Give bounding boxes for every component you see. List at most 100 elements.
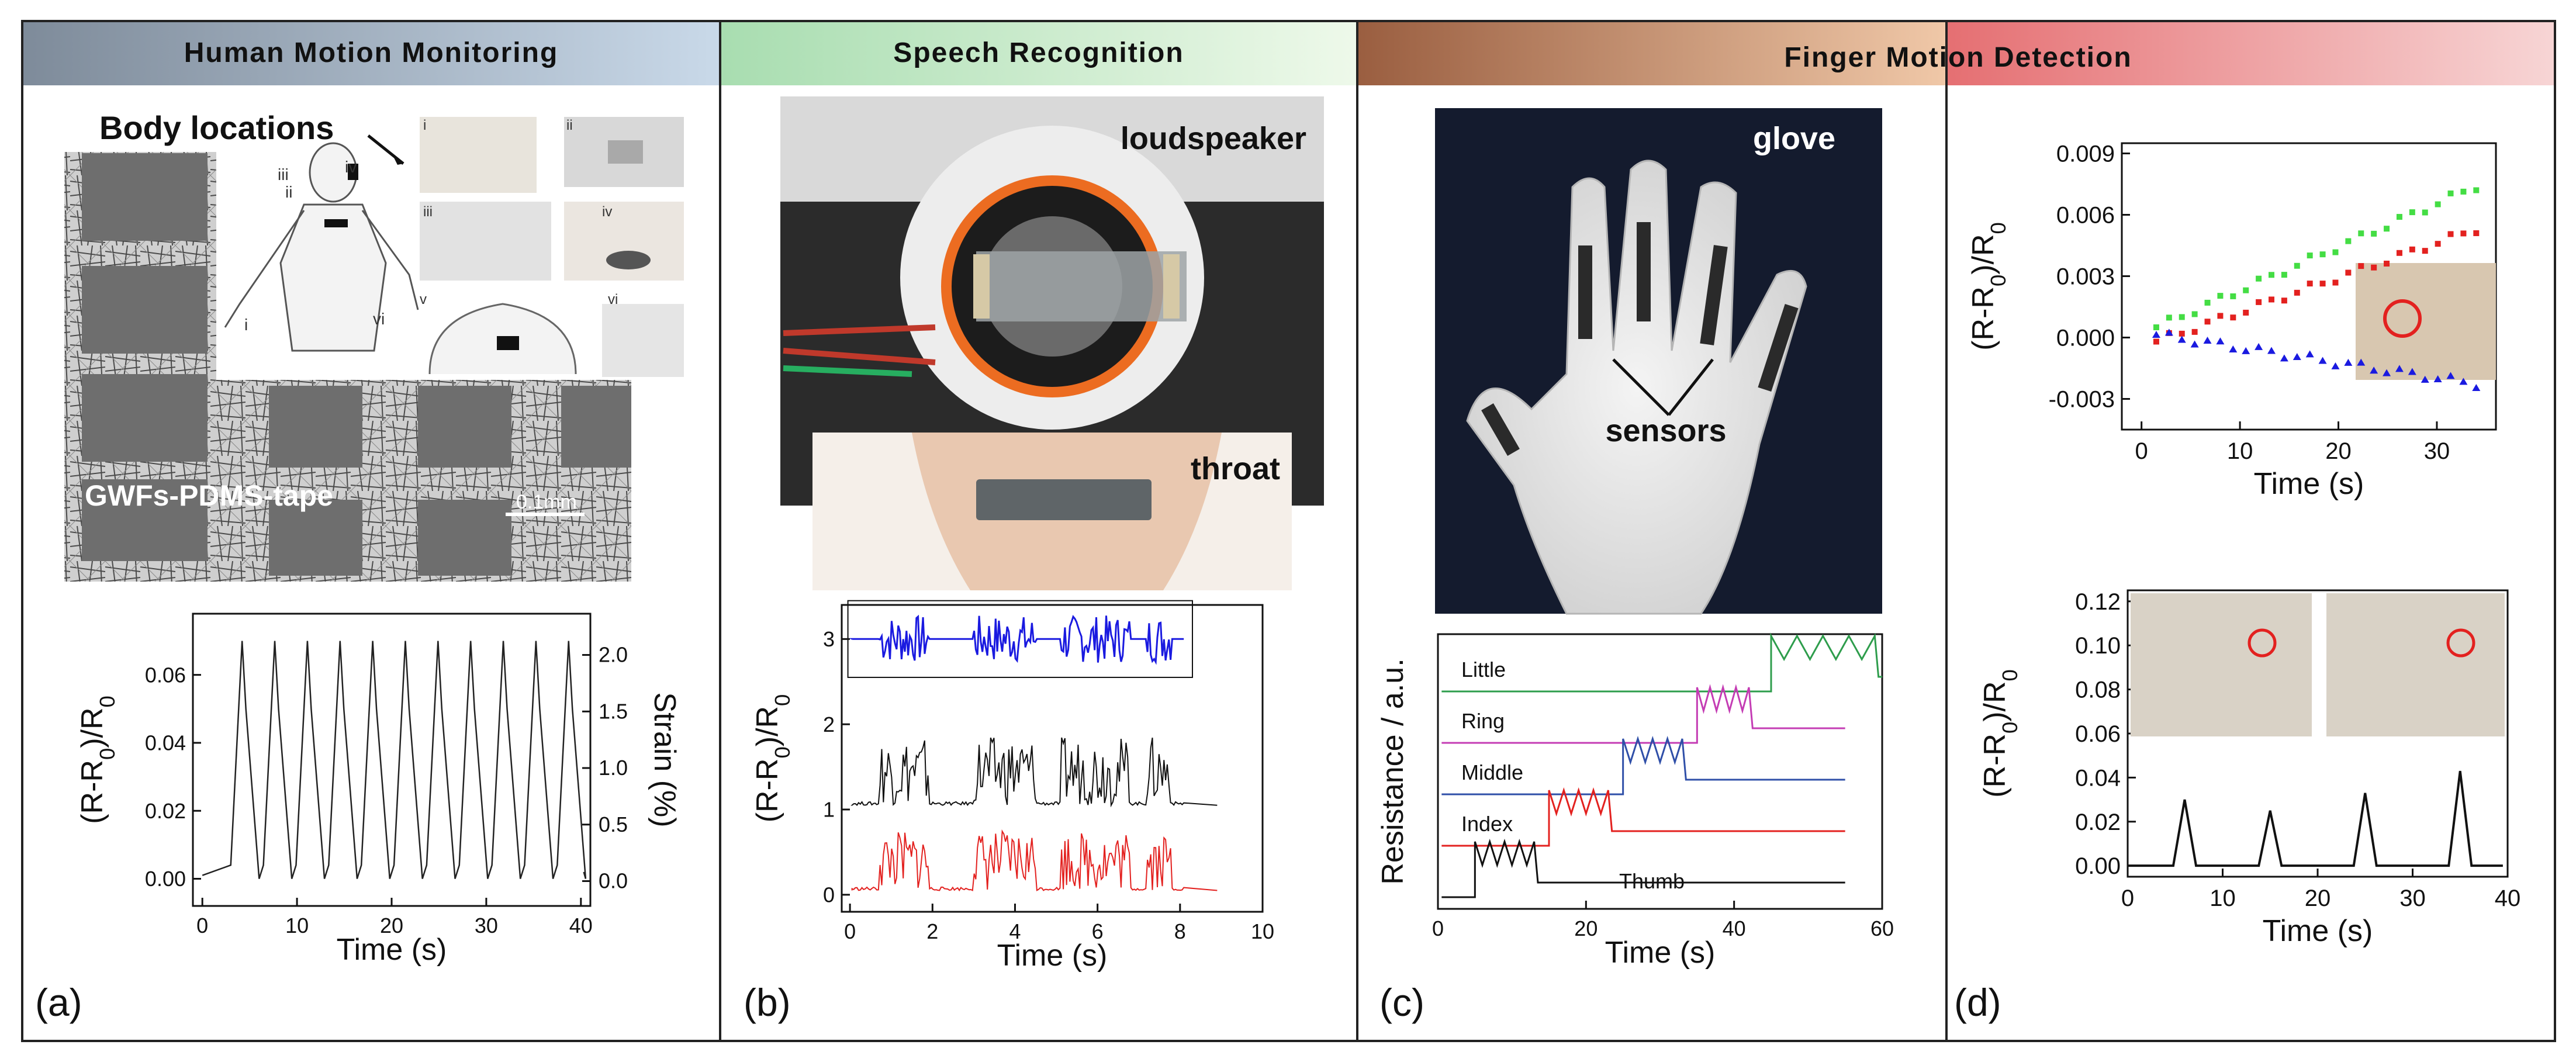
y-tick-label: 0.00 xyxy=(2075,853,2121,879)
data-point xyxy=(2230,293,2236,299)
series-label: Index xyxy=(1461,812,1513,836)
roman-label: vi xyxy=(373,310,385,328)
data-point xyxy=(2191,311,2198,317)
y-axis-label: Resistance / a.u. xyxy=(1376,658,1410,884)
plot-frame xyxy=(1437,633,1883,910)
photo-label-glove: glove xyxy=(1753,121,1835,156)
data-point xyxy=(2267,347,2276,354)
data-point xyxy=(2269,272,2274,278)
data-point xyxy=(2269,296,2274,303)
data-point xyxy=(2332,279,2339,286)
header-bar-a xyxy=(22,21,720,85)
mannequin-figure xyxy=(224,142,419,352)
roman-label: iii xyxy=(423,204,433,220)
data-point xyxy=(2460,230,2467,237)
data-point xyxy=(2422,209,2428,216)
loudspeaker-photo: loudspeaker xyxy=(780,96,1324,506)
plot-frame xyxy=(192,613,592,907)
chart-c: 0 20 40 60 Time (s) Resistance / a.u. Little Ri… xyxy=(1376,632,1894,970)
roman-label: iii xyxy=(278,165,289,184)
header-bar-b xyxy=(720,21,1357,85)
data-point xyxy=(2203,336,2212,344)
y-axis-label: (R-R0)/R0 xyxy=(75,696,119,824)
x-tick-label: 0 xyxy=(844,919,856,943)
photo-label-throat: throat xyxy=(1191,451,1280,486)
thumb-photo-vi xyxy=(602,304,684,377)
x-tick-label: 30 xyxy=(2424,438,2450,464)
photo-label-sensors: sensors xyxy=(1605,413,1726,448)
scale-bar-label: 0.1mm xyxy=(516,491,577,513)
series-label: Little xyxy=(1461,658,1506,682)
panel-letter-c: (c) xyxy=(1379,981,1424,1024)
data-point xyxy=(2305,350,2314,358)
y-axis-label: (R-R0)/R0 xyxy=(1978,669,2022,798)
data-point xyxy=(2460,188,2467,195)
highlight-circle-icon xyxy=(2247,628,2277,658)
data-point xyxy=(2294,289,2300,296)
data-point xyxy=(2255,343,2263,350)
data-point xyxy=(2473,187,2480,193)
photo-label-loudspeaker: loudspeaker xyxy=(1121,121,1306,156)
data-point xyxy=(2204,299,2211,306)
panel-letter-a: (a) xyxy=(35,981,82,1024)
data-point xyxy=(2409,246,2415,252)
data-point xyxy=(2307,281,2313,287)
x-tick-label: 40 xyxy=(2495,885,2521,911)
x-tick-label: 40 xyxy=(569,914,593,938)
y2-axis-label: Strain (%) xyxy=(648,692,682,827)
data-point xyxy=(2294,262,2300,269)
thumb-photo-iii xyxy=(420,202,551,281)
x-tick-label: 0 xyxy=(196,914,208,938)
data-point xyxy=(2473,230,2480,236)
y2-tick-label: 1.0 xyxy=(599,756,628,780)
inset-title: Body locations xyxy=(99,109,334,146)
figure-frame xyxy=(21,20,2556,1042)
roman-label: ii xyxy=(285,183,292,201)
data-point xyxy=(2433,375,2442,382)
chart-d1: 0 10 20 30 -0.003 0.000 0.003 0.006 0.009 Time (s… xyxy=(1966,141,2497,501)
roman-label: ii xyxy=(566,117,573,133)
roman-label: vi xyxy=(608,292,618,307)
data-point xyxy=(2243,287,2249,293)
data-point xyxy=(2472,383,2481,391)
data-point xyxy=(2408,368,2416,375)
x-tick-label: 20 xyxy=(2305,885,2331,911)
y-tick-label: 0.000 xyxy=(2056,326,2115,351)
x-tick-label: 20 xyxy=(1574,916,1598,940)
roman-label: iv xyxy=(345,158,357,176)
throat-photo: throat xyxy=(812,433,1292,590)
chart-b: 0 2 4 6 8 10 0 1 2 3 Time (s) (R-R0)/R0 xyxy=(751,600,1274,973)
y2-tick-label: 2.0 xyxy=(599,643,628,667)
data-point xyxy=(2459,378,2468,385)
data-point xyxy=(2191,328,2198,335)
data-point xyxy=(2153,324,2159,330)
photo-label-gwfs: GWFs-PDMS-tape xyxy=(85,479,333,512)
series-line xyxy=(850,737,1218,808)
y-tick-label: 0.06 xyxy=(145,663,186,687)
highlight-circle-icon xyxy=(2446,628,2475,658)
data-point xyxy=(2243,309,2249,316)
sensor-mark xyxy=(348,164,358,180)
x-tick-label: 0 xyxy=(2135,438,2148,464)
highlight-circle-icon xyxy=(2383,299,2422,338)
data-point xyxy=(2447,190,2454,196)
series-line xyxy=(849,614,1184,665)
data-point xyxy=(2217,293,2224,299)
data-point xyxy=(2395,365,2404,372)
data-point xyxy=(2281,298,2287,304)
series-label: Ring xyxy=(1461,709,1505,733)
data-point xyxy=(2164,328,2173,336)
x-axis-label: Time (s) xyxy=(337,933,447,967)
x-tick-label: 0 xyxy=(2121,885,2134,911)
y-tick-label: 0.04 xyxy=(145,731,186,755)
data-point xyxy=(2446,372,2455,379)
data-point xyxy=(2421,375,2429,383)
series-line xyxy=(1441,736,1845,795)
data-point xyxy=(2331,362,2340,369)
y-tick-label: 0.009 xyxy=(2056,141,2115,167)
x-tick-label: 10 xyxy=(2227,438,2253,464)
series-line xyxy=(2128,770,2503,867)
data-point xyxy=(2371,230,2377,237)
